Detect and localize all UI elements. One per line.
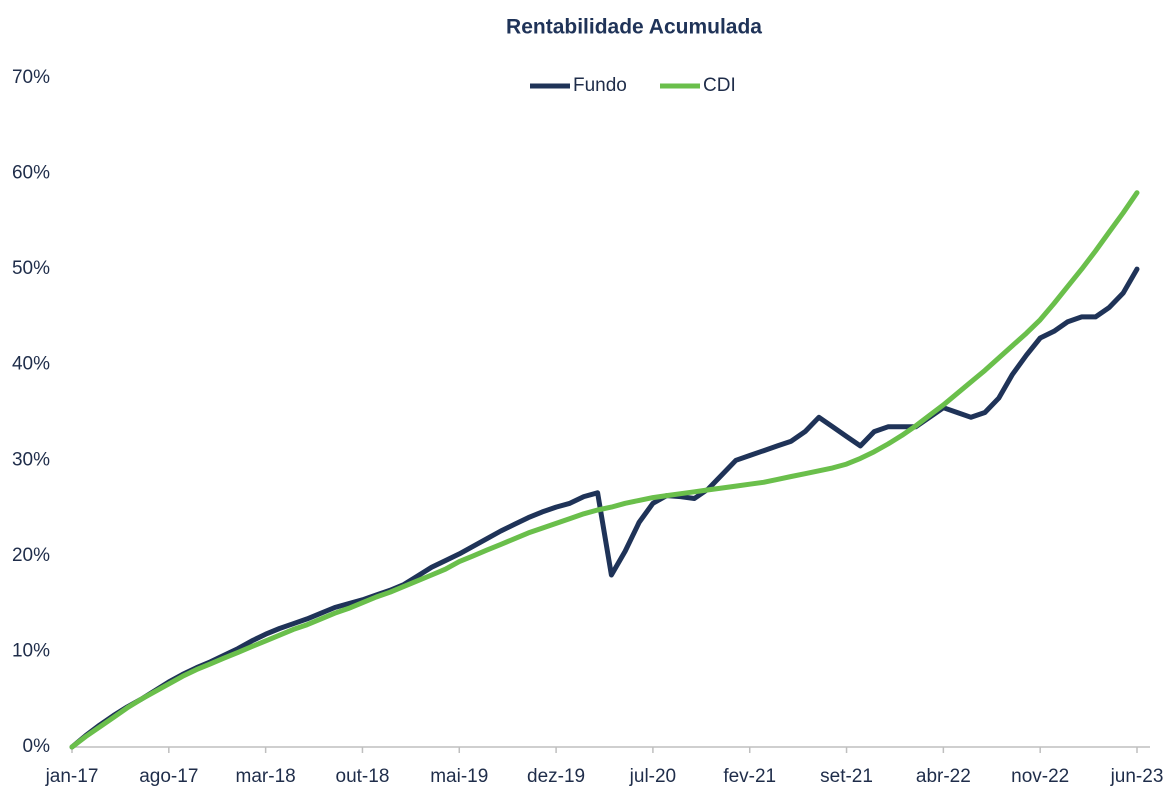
line-series bbox=[69, 266, 1140, 750]
x-tick-label: jul-20 bbox=[629, 766, 676, 787]
y-tick-label: 40% bbox=[12, 354, 50, 375]
y-tick-label: 50% bbox=[12, 258, 50, 279]
x-tick-label: mai-19 bbox=[430, 766, 488, 787]
legend-label: Fundo bbox=[573, 75, 627, 96]
x-tick-label: nov-22 bbox=[1011, 766, 1069, 787]
x-tick-label: jan-17 bbox=[45, 766, 99, 787]
x-tick-label: mar-18 bbox=[236, 766, 296, 787]
x-tick-label: ago-17 bbox=[139, 766, 198, 787]
y-tick-label: 20% bbox=[12, 545, 50, 566]
x-tick-label: jun-23 bbox=[1110, 766, 1164, 787]
x-tick-label: fev-21 bbox=[723, 766, 776, 787]
x-tick-label: dez-19 bbox=[527, 766, 585, 787]
legend-label: CDI bbox=[703, 75, 736, 96]
line-series bbox=[69, 190, 1140, 750]
y-tick-label: 30% bbox=[12, 449, 50, 470]
x-tick-label: abr-22 bbox=[916, 766, 971, 787]
x-tick-label: out-18 bbox=[336, 766, 390, 787]
chart-title: Rentabilidade Acumulada bbox=[506, 16, 762, 39]
x-tick-label: set-21 bbox=[820, 766, 873, 787]
y-tick-label: 10% bbox=[12, 640, 50, 661]
y-tick-label: 70% bbox=[12, 67, 50, 88]
y-tick-label: 0% bbox=[23, 736, 51, 757]
y-tick-label: 60% bbox=[12, 163, 50, 184]
